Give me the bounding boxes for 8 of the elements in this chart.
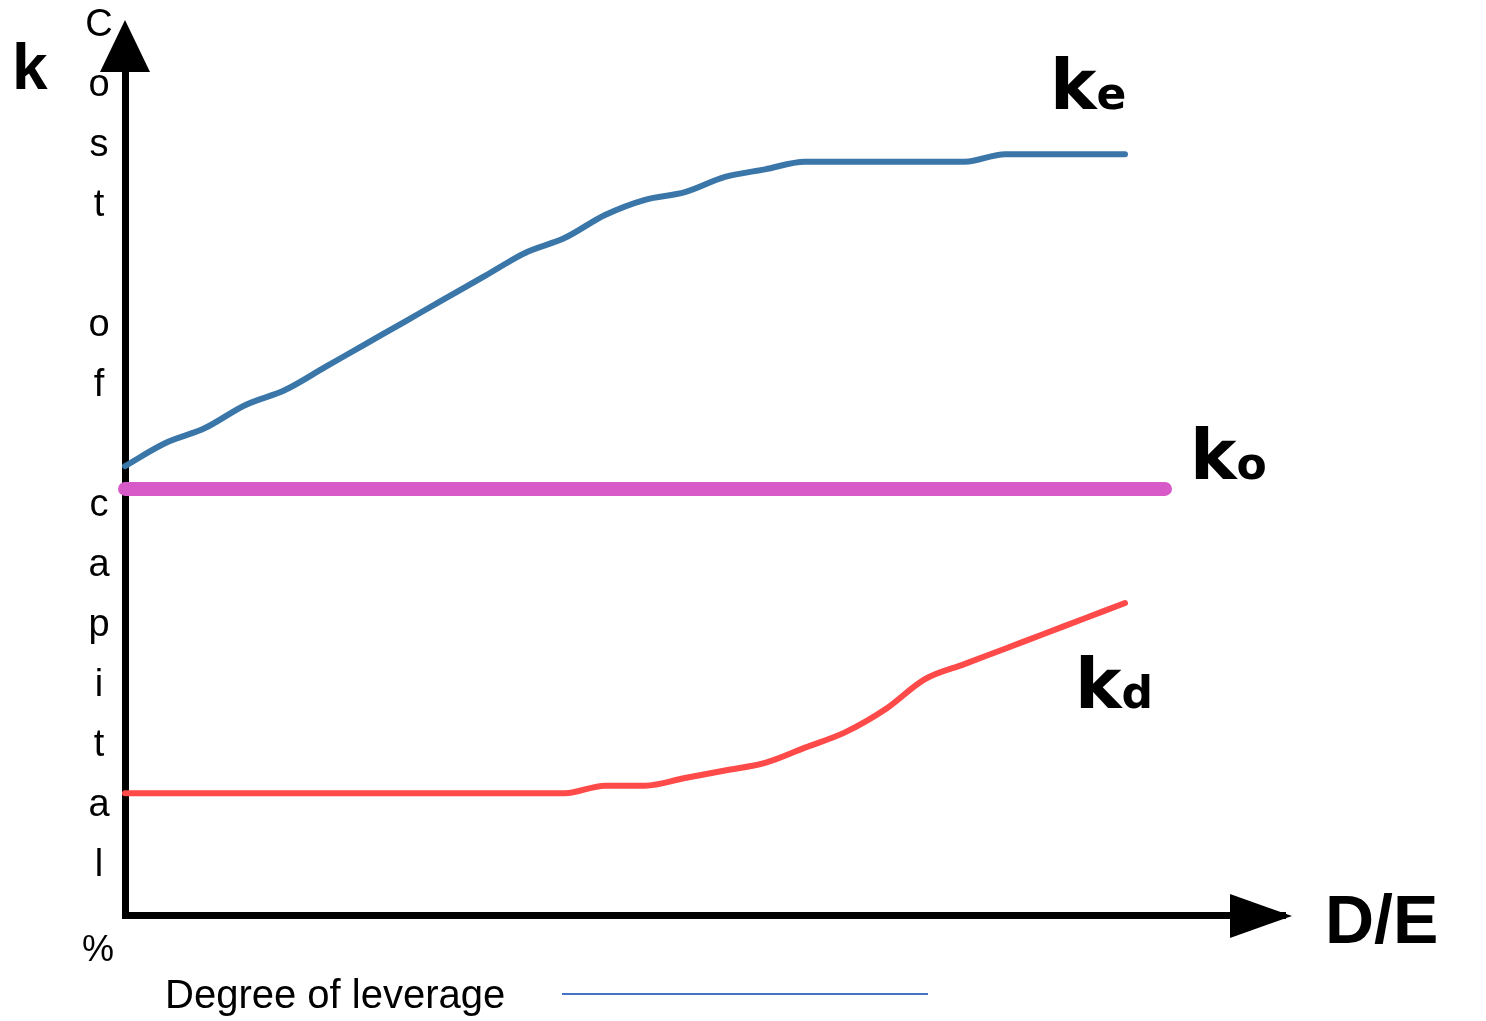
y-axis-title: Cost of capital <box>78 2 120 902</box>
series-label: ko <box>1190 413 1267 496</box>
x-axis-title: D/E <box>1325 880 1439 958</box>
series-label: ke <box>1050 44 1127 127</box>
series-label: kd <box>1075 643 1154 726</box>
text: k <box>12 30 48 104</box>
text: Degree of leverage <box>165 972 506 1017</box>
text: % <box>82 928 115 970</box>
